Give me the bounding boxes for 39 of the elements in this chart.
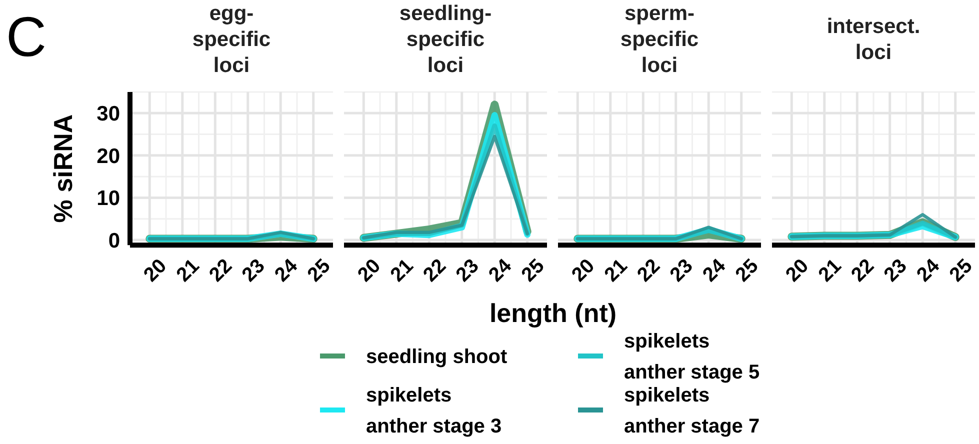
x-tick-label: 25	[732, 254, 763, 286]
legend-label: spikelets anther stage 5	[624, 330, 760, 384]
x-tick-label: 23	[666, 254, 698, 286]
x-tick-label: 21	[814, 254, 846, 286]
x-tick-label: 24	[270, 254, 303, 286]
x-tick-label: 25	[946, 254, 977, 286]
chart-title: egg- specific loci	[192, 2, 271, 77]
x-tick-label: 22	[419, 254, 451, 286]
y-tick-label: 20	[96, 144, 120, 168]
chart-title: seedling- specific loci	[399, 2, 492, 77]
x-axis-title: length (nt)	[489, 298, 617, 328]
y-tick-label: 30	[96, 102, 120, 126]
legend-label: seedling shoot	[366, 346, 508, 368]
x-tick-label: 23	[880, 254, 912, 286]
x-tick-label: 24	[912, 254, 945, 286]
x-tick-label: 25	[518, 254, 549, 286]
x-tick-label: 20	[782, 254, 814, 286]
x-tick-label: 21	[172, 254, 204, 286]
x-tick-label: 20	[568, 254, 600, 286]
x-tick-label: 23	[238, 254, 270, 286]
chart-title: intersect. loci	[826, 15, 920, 64]
y-tick-label: 10	[96, 187, 120, 210]
chart-title: sperm- specific loci	[620, 2, 699, 77]
x-tick-label: 24	[698, 254, 731, 286]
x-tick-label: 22	[205, 254, 237, 286]
x-tick-label: 20	[140, 254, 172, 286]
x-tick-label: 22	[847, 254, 879, 286]
y-axis-title: % siRNA	[48, 114, 78, 223]
x-tick-label: 25	[304, 254, 335, 286]
x-tick-label: 22	[633, 254, 665, 286]
legend-label: spikelets anther stage 3	[366, 384, 502, 438]
x-tick-label: 24	[484, 254, 517, 286]
y-tick-label: 0	[108, 229, 120, 252]
legend-label: spikelets anther stage 7	[624, 384, 760, 438]
x-tick-label: 21	[600, 254, 632, 286]
x-tick-label: 23	[452, 254, 484, 286]
x-tick-label: 20	[354, 254, 386, 286]
x-tick-label: 21	[386, 254, 418, 286]
text: C	[6, 5, 46, 68]
